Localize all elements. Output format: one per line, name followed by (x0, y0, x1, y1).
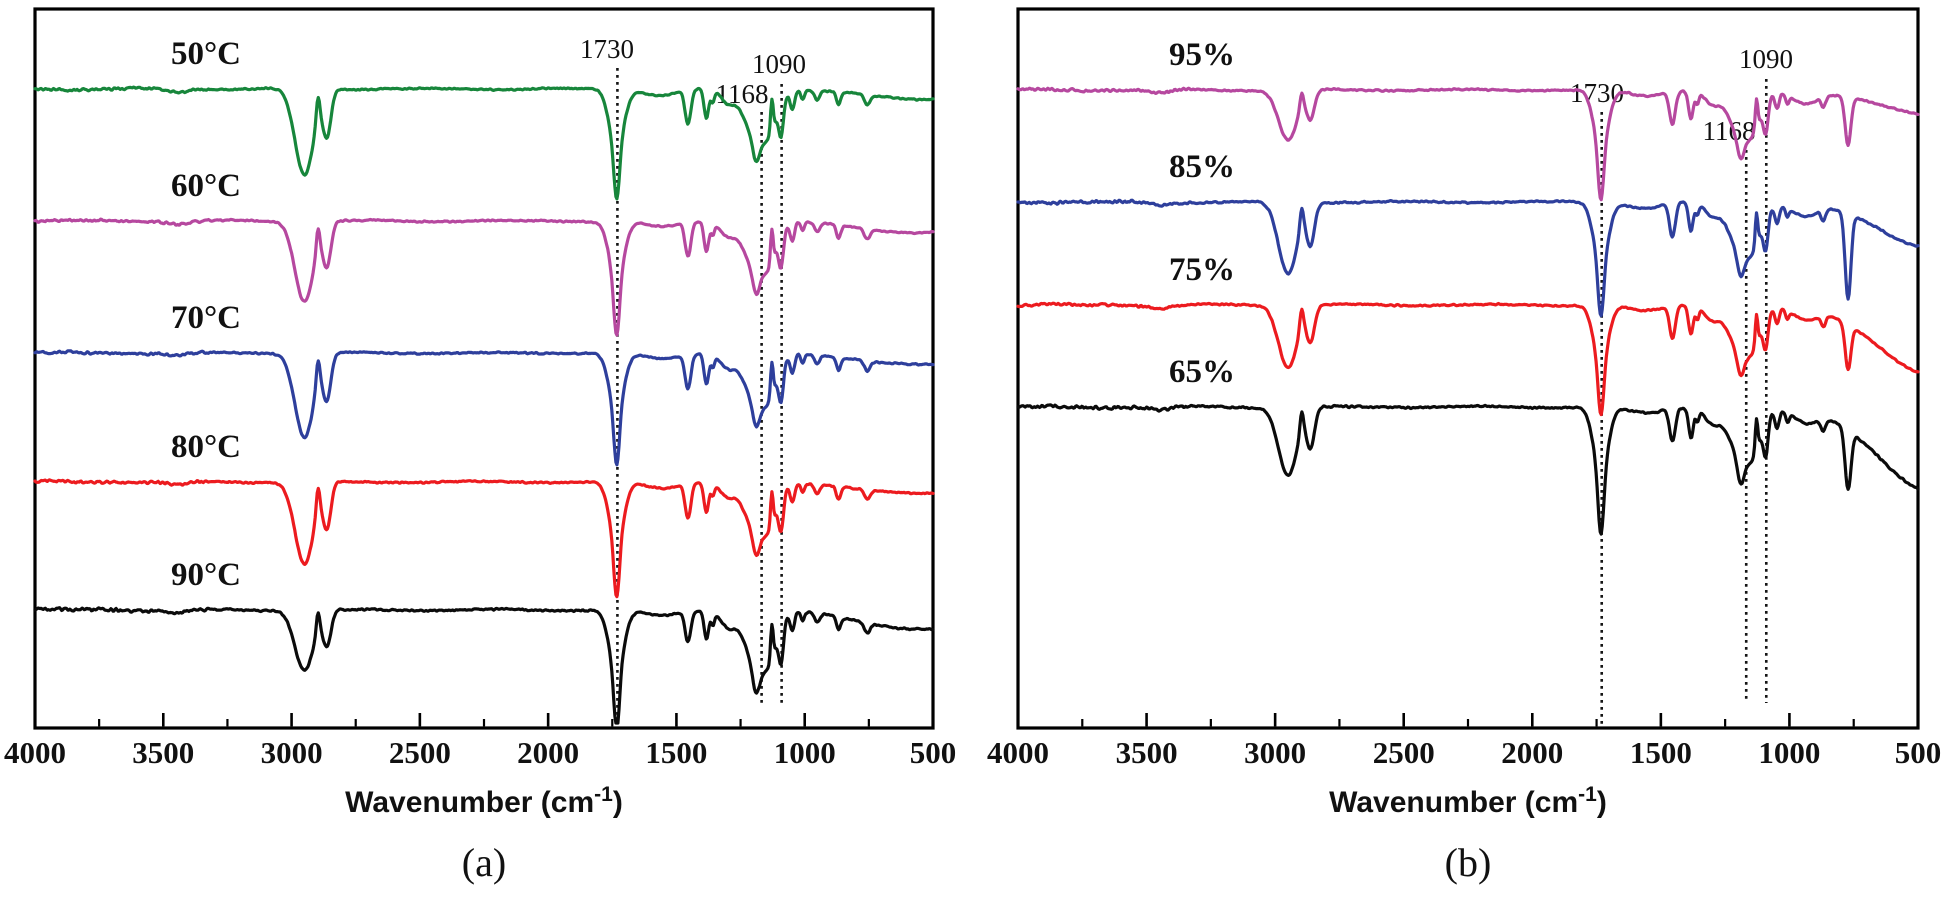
curve-label-a-0: 50°C (171, 36, 241, 72)
curve-label-b-1: 85% (1169, 149, 1235, 185)
x-tick-label: 4000 (987, 735, 1049, 770)
spectrum-a-2-path (33, 349, 935, 467)
curve-label-b-3: 65% (1169, 354, 1235, 390)
x-tick-label: 2500 (1373, 735, 1435, 770)
curve-label-a-2: 70°C (171, 300, 241, 336)
panel-b-frame (1016, 7, 1920, 730)
peak-label-1730: 1730 (580, 34, 634, 64)
x-axis-label-a: Wavenumber (cm-1) (345, 783, 623, 819)
spectrum-a-1-path (33, 217, 935, 337)
x-tick-label: 500 (1895, 735, 1942, 770)
peak-label-1730: 1730 (1570, 78, 1624, 108)
x-tick-label: 1500 (1630, 735, 1692, 770)
x-tick-label: 1500 (645, 735, 707, 770)
curve-label-b-0: 95% (1169, 37, 1235, 73)
x-tick-label: 1000 (774, 735, 836, 770)
spectrum-b-1-path (1016, 198, 1920, 318)
x-tick-label: 3000 (1244, 735, 1306, 770)
peak-label-1090: 1090 (752, 49, 806, 79)
spectrum-b-0-path (1016, 86, 1920, 202)
panel-a-frame (33, 7, 935, 730)
peak-label-1168: 1168 (716, 79, 769, 109)
x-axis-label-b: Wavenumber (cm-1) (1329, 783, 1607, 819)
panel-caption-b: (b) (1445, 840, 1492, 885)
curve-label-a-4: 90°C (171, 557, 241, 593)
panel-caption-a: (a) (462, 840, 506, 885)
x-tick-label: 2000 (517, 735, 579, 770)
x-tick-label: 3000 (261, 735, 323, 770)
peak-label-1090: 1090 (1739, 44, 1793, 74)
x-tick-label: 500 (910, 735, 957, 770)
x-tick-label: 2000 (1501, 735, 1563, 770)
curve-label-a-3: 80°C (171, 429, 241, 465)
spectrum-a-3-path (33, 478, 935, 599)
spectrum-a-0-path (33, 85, 935, 201)
curve-label-a-1: 60°C (171, 168, 241, 204)
x-tick-label: 1000 (1758, 735, 1820, 770)
x-tick-label: 2500 (389, 735, 451, 770)
x-tick-label: 4000 (4, 735, 66, 770)
spectrum-b-3-path (1016, 403, 1920, 536)
x-tick-label: 3500 (132, 735, 194, 770)
x-tick-label: 3500 (1116, 735, 1178, 770)
spectrum-a-4-path (33, 606, 935, 725)
spectrum-b-2-path (1016, 301, 1920, 417)
curve-label-b-2: 75% (1169, 252, 1235, 288)
